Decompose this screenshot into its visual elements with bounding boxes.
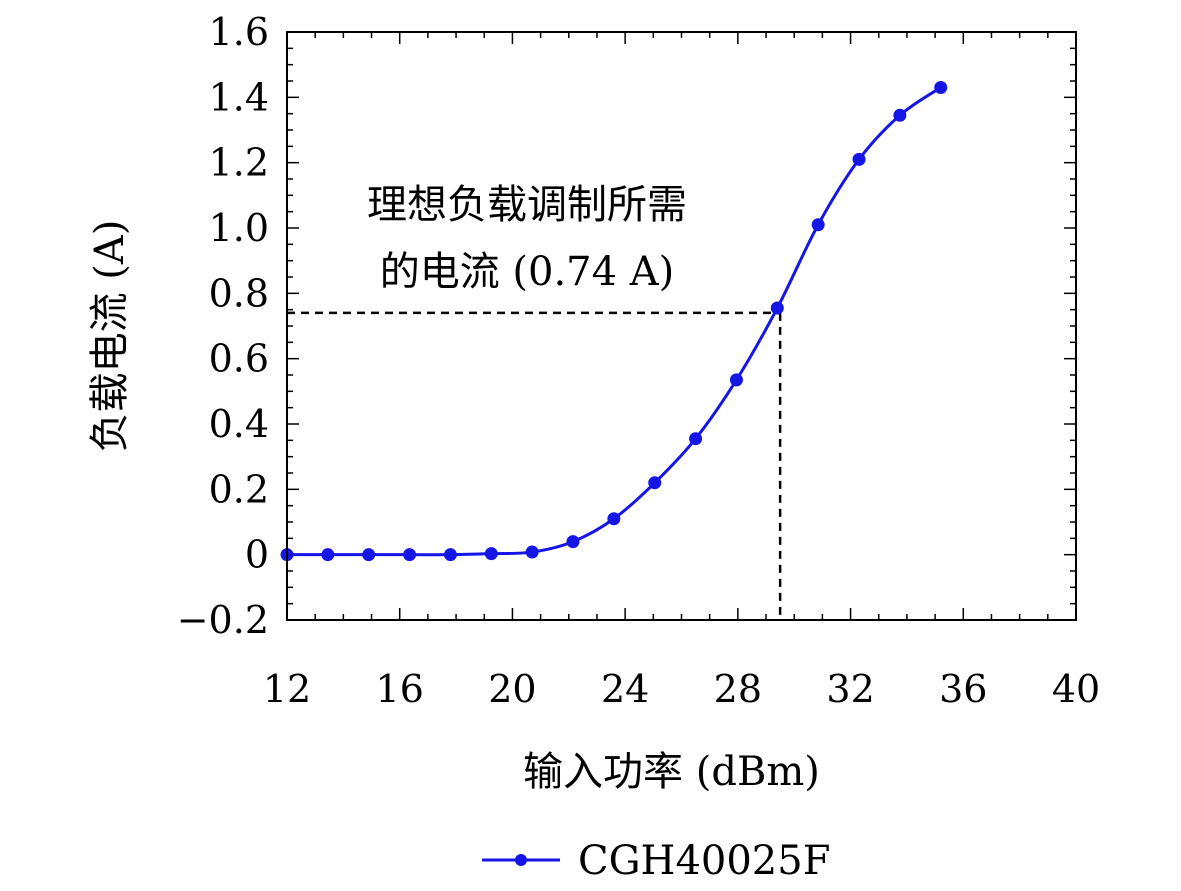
tick-labels: 12 16 20 24 28 32 36 40 −0.2 0 0.2 0.4 0.6 0.8 1.0 1.2 1… — [177, 10, 1100, 711]
data-point — [566, 535, 580, 549]
x-tick-label: 40 — [1052, 667, 1100, 711]
y-tick-label: 1.6 — [209, 10, 269, 54]
series-line — [287, 86, 942, 557]
legend-marker-swatch — [515, 854, 527, 866]
data-point — [607, 512, 621, 526]
y-tick-label: 0 — [245, 533, 269, 577]
data-point — [484, 547, 498, 561]
y-tick-label: 0.4 — [209, 402, 269, 446]
annotation-label-line-2: 的电流 (0.74 A) — [380, 249, 675, 295]
legend: CGH40025F — [482, 838, 830, 884]
y-tick-label: 0.6 — [209, 337, 269, 381]
data-point — [321, 548, 335, 562]
x-tick-label: 24 — [601, 667, 649, 711]
data-point — [729, 373, 743, 387]
data-point — [443, 548, 457, 562]
x-axis-label: 输入功率 (dBm) — [523, 749, 820, 795]
guide-lines — [287, 311, 782, 620]
x-tick-label: 16 — [376, 667, 424, 711]
data-point — [811, 218, 825, 232]
data-point — [893, 108, 907, 122]
data-point — [403, 548, 417, 562]
plot-frame — [286, 31, 1077, 621]
data-point — [689, 432, 703, 446]
data-point — [525, 545, 539, 559]
x-tick-label: 36 — [939, 667, 987, 711]
tick-marks — [286, 31, 1077, 621]
series-layer — [280, 81, 948, 562]
x-tick-label: 28 — [714, 667, 762, 711]
y-axis-label: 负载电流 (A) — [87, 220, 133, 453]
y-tick-label: 0.8 — [209, 271, 269, 315]
data-point — [362, 548, 376, 562]
x-tick-label: 12 — [263, 667, 311, 711]
x-tick-label: 32 — [826, 667, 874, 711]
data-point — [934, 81, 948, 95]
y-tick-label: 0.2 — [209, 467, 269, 511]
data-point — [852, 152, 866, 166]
data-point — [648, 476, 662, 490]
y-tick-label: 1.4 — [209, 75, 269, 119]
y-tick-label: −0.2 — [177, 598, 269, 642]
x-tick-label: 20 — [488, 667, 536, 711]
y-tick-label: 1.0 — [209, 206, 269, 250]
data-point — [770, 301, 784, 315]
annotation-label-line-1: 理想负载调制所需 — [367, 182, 687, 228]
legend-label: CGH40025F — [578, 838, 830, 884]
y-tick-label: 1.2 — [209, 141, 269, 185]
